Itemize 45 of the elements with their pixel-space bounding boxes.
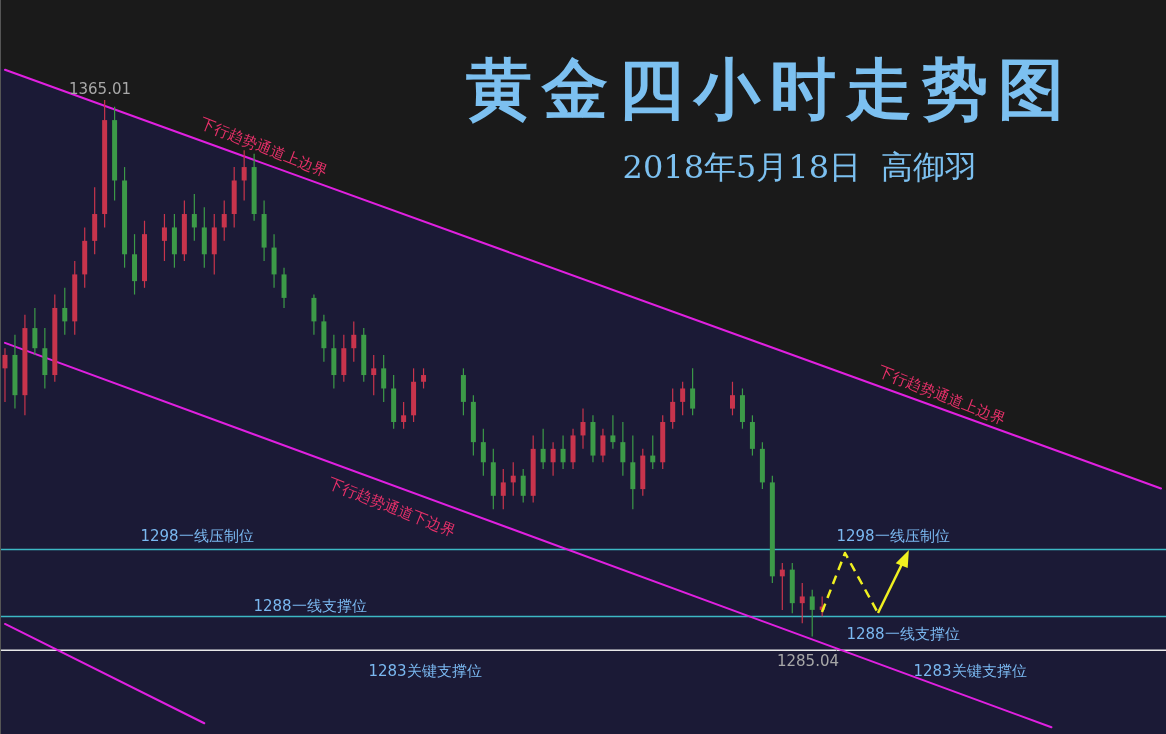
candlestick — [550, 441, 556, 477]
candlestick — [381, 354, 387, 403]
candlestick — [281, 267, 287, 309]
candlestick — [520, 468, 526, 504]
candlestick — [32, 307, 38, 356]
candlestick — [670, 387, 676, 430]
candlestick — [500, 468, 506, 510]
candlestick — [371, 354, 377, 396]
candlestick — [421, 367, 427, 390]
candlestick — [311, 293, 317, 336]
candlestick — [799, 582, 805, 624]
annotation: 1283关键支撑位 — [913, 662, 1027, 681]
candlestick — [680, 381, 686, 416]
candlestick — [351, 320, 357, 363]
ref-line-label: 1288一线支撑位 — [253, 596, 367, 615]
candlestick — [540, 428, 546, 470]
candlestick — [241, 149, 247, 202]
candlestick — [730, 381, 735, 416]
candlestick — [650, 434, 656, 470]
ref-line-label: 1283关键支撑位 — [368, 662, 482, 681]
candlestick — [560, 434, 566, 470]
text: 2018年5月18日 高御羽 — [622, 148, 978, 186]
candlestick — [510, 461, 516, 497]
candlestick — [2, 347, 8, 403]
candlestick — [401, 401, 407, 430]
annotation: 下行趋势通道上边界 — [197, 114, 330, 181]
candlestick — [779, 562, 785, 611]
candlestick — [161, 213, 167, 262]
ref-line-label: 1298一线压制位 — [140, 527, 254, 546]
annotation: 1288一线支撑位 — [846, 624, 960, 643]
candlestick — [62, 287, 68, 336]
candlestick — [221, 200, 227, 242]
annotation: 下行趋势通道下边界 — [325, 474, 458, 541]
annotation: 1365.01 — [68, 79, 132, 98]
annotation: 1285.04 — [776, 652, 840, 671]
candlestick — [600, 428, 606, 463]
candlestick — [610, 414, 616, 450]
candlestick — [620, 421, 626, 477]
candlestick — [191, 193, 197, 242]
candlestick — [480, 428, 486, 477]
candlestick — [690, 367, 696, 416]
text: 黄金四小时走势图 — [466, 50, 1074, 128]
candlestick — [809, 589, 815, 638]
annotation: 下行趋势通道上边界 — [875, 362, 1008, 429]
annotation: 1298一线压制位 — [836, 527, 950, 546]
